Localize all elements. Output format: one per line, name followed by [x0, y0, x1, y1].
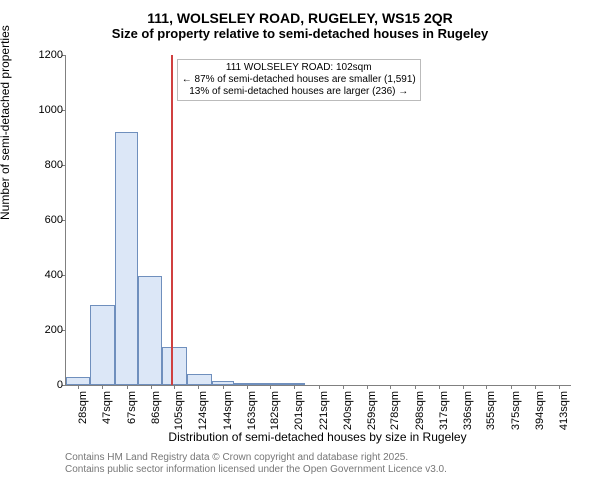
histogram-bar	[66, 377, 90, 385]
x-tick-label: 298sqm	[414, 391, 426, 441]
x-tick-mark	[319, 385, 320, 389]
x-tick-label: 28sqm	[77, 391, 89, 441]
x-tick-mark	[463, 385, 464, 389]
histogram-bar	[284, 383, 305, 385]
x-tick-mark	[486, 385, 487, 389]
x-tick-label: 163sqm	[246, 391, 258, 441]
x-tick-mark	[247, 385, 248, 389]
x-tick-label: 67sqm	[126, 391, 138, 441]
annotation-line2: ← 87% of semi-detached houses are smalle…	[182, 74, 416, 86]
histogram-bar	[162, 347, 187, 386]
histogram-bar	[258, 383, 284, 385]
histogram-bar	[90, 305, 115, 385]
x-tick-label: 240sqm	[342, 391, 354, 441]
x-tick-label: 375sqm	[510, 391, 522, 441]
x-tick-label: 47sqm	[101, 391, 113, 441]
x-tick-label: 336sqm	[462, 391, 474, 441]
x-tick-label: 394sqm	[534, 391, 546, 441]
chart-container: 111, WOLSELEY ROAD, RUGELEY, WS15 2QR Si…	[0, 0, 600, 500]
x-tick-mark	[343, 385, 344, 389]
footer-attribution: Contains HM Land Registry data © Crown c…	[65, 452, 447, 476]
x-tick-label: 124sqm	[197, 391, 209, 441]
reference-line	[171, 55, 173, 385]
y-tick-label: 0	[30, 379, 63, 391]
y-tick-label: 1000	[30, 104, 63, 116]
chart-title-line1: 111, WOLSELEY ROAD, RUGELEY, WS15 2QR	[0, 0, 600, 26]
x-tick-mark	[78, 385, 79, 389]
annotation-line1: 111 WOLSELEY ROAD: 102sqm	[182, 62, 416, 74]
histogram-bar	[138, 276, 162, 385]
x-tick-mark	[367, 385, 368, 389]
x-tick-label: 355sqm	[485, 391, 497, 441]
chart-title-line2: Size of property relative to semi-detach…	[0, 26, 600, 41]
x-tick-mark	[174, 385, 175, 389]
x-tick-label: 182sqm	[269, 391, 281, 441]
histogram-bar	[212, 381, 234, 385]
plot-area: 111 WOLSELEY ROAD: 102sqm← 87% of semi-d…	[65, 55, 571, 386]
y-tick-label: 800	[30, 159, 63, 171]
y-tick-label: 200	[30, 324, 63, 336]
x-tick-label: 201sqm	[293, 391, 305, 441]
x-tick-label: 259sqm	[366, 391, 378, 441]
x-tick-label: 86sqm	[150, 391, 162, 441]
x-tick-mark	[151, 385, 152, 389]
x-tick-label: 317sqm	[438, 391, 450, 441]
x-tick-mark	[223, 385, 224, 389]
footer-line2: Contains public sector information licen…	[65, 464, 447, 476]
x-tick-label: 221sqm	[318, 391, 330, 441]
annotation-line3: 13% of semi-detached houses are larger (…	[182, 86, 416, 98]
x-tick-mark	[390, 385, 391, 389]
x-tick-mark	[270, 385, 271, 389]
y-tick-label: 400	[30, 269, 63, 281]
x-tick-mark	[535, 385, 536, 389]
y-tick-label: 600	[30, 214, 63, 226]
x-tick-label: 413sqm	[558, 391, 570, 441]
x-tick-label: 144sqm	[222, 391, 234, 441]
x-tick-mark	[198, 385, 199, 389]
x-tick-mark	[415, 385, 416, 389]
y-axis-label: Number of semi-detached properties	[0, 25, 12, 220]
histogram-bar	[115, 132, 139, 385]
histogram-bar	[234, 383, 258, 385]
x-tick-mark	[127, 385, 128, 389]
x-tick-mark	[102, 385, 103, 389]
x-tick-label: 278sqm	[389, 391, 401, 441]
x-tick-label: 105sqm	[173, 391, 185, 441]
y-tick-label: 1200	[30, 49, 63, 61]
footer-line1: Contains HM Land Registry data © Crown c…	[65, 452, 447, 464]
annotation-box: 111 WOLSELEY ROAD: 102sqm← 87% of semi-d…	[177, 59, 421, 101]
x-tick-mark	[294, 385, 295, 389]
histogram-bar	[187, 374, 212, 385]
x-tick-mark	[439, 385, 440, 389]
x-tick-mark	[511, 385, 512, 389]
x-tick-mark	[559, 385, 560, 389]
